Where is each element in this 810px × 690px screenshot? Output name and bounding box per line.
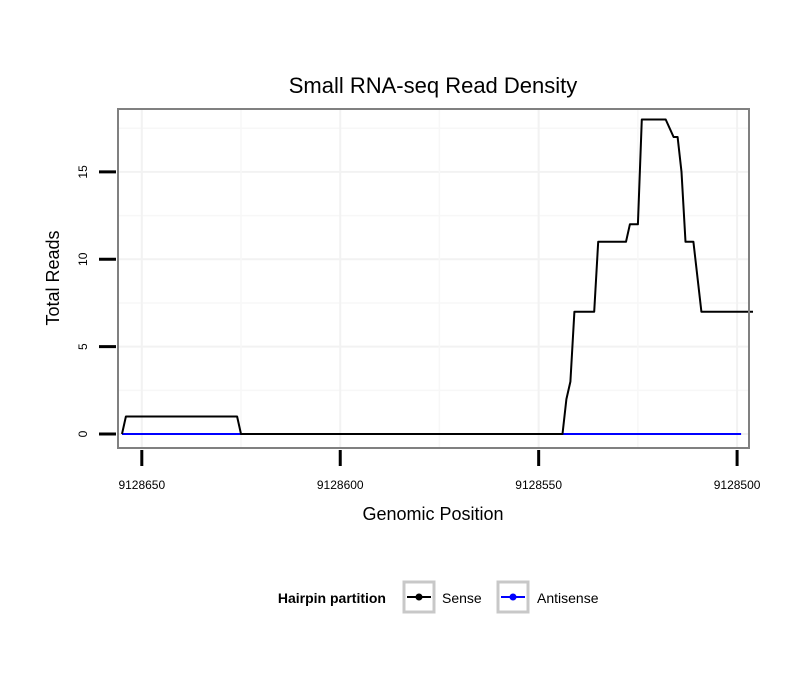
legend-point-antisense xyxy=(509,593,517,601)
legend-label-antisense: Antisense xyxy=(537,590,599,606)
x-tick-label: 9128650 xyxy=(118,478,165,492)
legend-point-sense xyxy=(415,593,423,601)
x-tick-label: 9128550 xyxy=(515,478,562,492)
x-tick-label: 9128600 xyxy=(317,478,364,492)
x-tick-label: 9128500 xyxy=(714,478,761,492)
legend-title: Hairpin partition xyxy=(278,590,386,606)
y-tick-label: 15 xyxy=(76,165,90,179)
y-axis: 0 5 10 15 xyxy=(76,165,116,437)
y-tick-label: 5 xyxy=(76,343,90,350)
y-axis-title: Total Reads xyxy=(43,230,63,325)
y-tick-label: 0 xyxy=(76,430,90,437)
plot-border xyxy=(117,108,750,449)
legend-label-sense: Sense xyxy=(442,590,482,606)
plot-background xyxy=(118,109,749,448)
plot-series xyxy=(121,118,753,435)
x-axis: 9128650 9128600 9128550 9128500 xyxy=(118,450,761,492)
grid-lines xyxy=(118,109,749,448)
chart-title: Small RNA-seq Read Density xyxy=(289,73,578,98)
y-tick-label: 10 xyxy=(76,252,90,266)
series-line-sense xyxy=(121,118,753,435)
x-axis-title: Genomic Position xyxy=(362,504,503,524)
legend: Hairpin partition Sense Antisense xyxy=(278,580,599,614)
